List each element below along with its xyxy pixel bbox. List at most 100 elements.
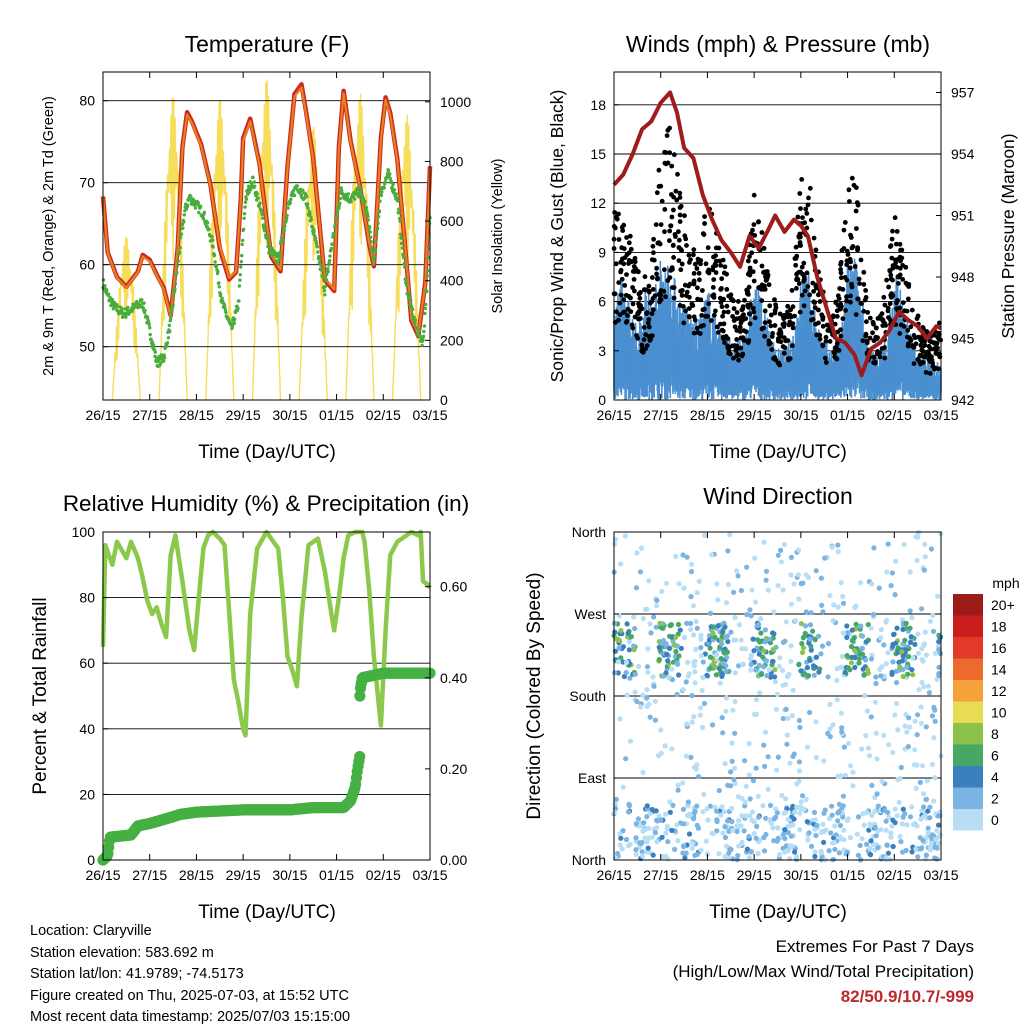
gust-point [865, 310, 871, 315]
gust-point [849, 175, 855, 181]
gust-point [800, 215, 805, 221]
wind-direction-point [723, 635, 729, 641]
dewpoint-point [148, 332, 152, 337]
wind-direction-point [682, 635, 688, 641]
gust-point [896, 281, 901, 286]
wind-direction-point [703, 838, 710, 844]
colorbar-swatch [953, 787, 983, 809]
dewpoint-point [322, 289, 327, 293]
solar-insolation-series [111, 79, 422, 401]
gust-point [814, 332, 820, 338]
wind-direction-point [923, 652, 930, 658]
gust-point [702, 221, 707, 226]
dewpoint-point [365, 212, 370, 216]
wind-direction-point [748, 613, 754, 619]
gust-point [897, 331, 903, 336]
x-tick-label: 27/15 [643, 407, 678, 423]
wind-direction-point [866, 827, 872, 833]
gust-point [740, 335, 746, 340]
wind-direction-point [879, 778, 885, 784]
dewpoint-point [325, 272, 329, 277]
dewpoint-point [366, 214, 370, 219]
gust-point [812, 300, 818, 305]
wind-direction-point [878, 635, 884, 641]
wind-direction-point [778, 547, 784, 554]
dewpoint-point [426, 246, 431, 250]
gust-point [794, 286, 799, 291]
wind-direction-point [897, 833, 903, 840]
wind-direction-point [893, 680, 900, 686]
x-tick-label: 01/15 [319, 407, 354, 423]
y-tick-label: 6 [598, 294, 606, 310]
wind-direction-point [694, 625, 700, 631]
wind-direction-point [818, 848, 824, 854]
wind-direction-point [631, 614, 637, 620]
gust-point [804, 211, 810, 216]
wind-direction-point [825, 674, 831, 680]
wind-direction-point [633, 847, 639, 853]
winds-ylabel: Sonic/Prop Wind & Gust (Blue, Black) [547, 90, 567, 383]
wind-direction-point [894, 700, 900, 707]
wind-direction-point [713, 672, 720, 678]
wind-direction-point [683, 753, 690, 759]
wind-direction-point [720, 629, 726, 635]
gust-point [752, 315, 758, 321]
wind-direction-point [850, 769, 856, 775]
x-tick-label: 28/15 [690, 867, 725, 883]
wind-direction-point [878, 673, 884, 679]
gust-point [683, 308, 688, 314]
wind-direction-point [867, 821, 873, 828]
wind-direction-point [644, 695, 650, 701]
dewpoint-point [425, 289, 429, 294]
gust-point [932, 346, 937, 352]
gust-point [671, 295, 677, 301]
wind-direction-point [785, 830, 792, 836]
gust-point [614, 216, 620, 222]
gust-point [879, 311, 885, 316]
gust-point [698, 323, 704, 329]
gust-point [927, 371, 933, 376]
wind-direction-point [844, 849, 851, 855]
gust-point [684, 243, 689, 248]
wind-direction-point [615, 670, 621, 676]
dewpoint-point [255, 192, 259, 196]
wind-direction-point [763, 577, 769, 583]
wind-direction-point [845, 630, 851, 636]
gust-point [762, 308, 768, 314]
gust-point [724, 287, 730, 292]
gust-point [836, 348, 842, 353]
gust-point [665, 278, 671, 283]
wind-direction-point [830, 840, 836, 846]
wind-direction-point [789, 843, 795, 849]
wind-direction-point [702, 651, 708, 657]
dewpoint-point [219, 292, 223, 297]
gust-point [835, 293, 841, 299]
wind-direction-point [674, 660, 680, 666]
gust-point [671, 255, 676, 260]
gust-point [806, 195, 811, 201]
wind-direction-point [620, 784, 626, 790]
wind-direction-point [910, 672, 916, 678]
gust-point [761, 245, 767, 251]
wind-direction-point [915, 631, 921, 637]
gust-point [801, 278, 806, 284]
wind-direction-point [761, 664, 767, 670]
wind-direction-point [744, 564, 750, 570]
wind-direction-point [842, 772, 849, 778]
dewpoint-point [306, 206, 310, 210]
gust-point [690, 303, 696, 308]
dewpoint-point [217, 281, 221, 285]
wind-direction-point [931, 798, 937, 804]
wind-direction-point [884, 842, 890, 848]
wind-direction-point [644, 814, 650, 820]
wind-direction-point [662, 743, 668, 749]
dewpoint-point [375, 232, 379, 236]
dewpoint-point [406, 291, 411, 295]
wind-direction-point [784, 741, 790, 747]
gust-point [636, 309, 642, 315]
wind-direction-point [803, 572, 809, 578]
wind-direction-point [799, 793, 806, 799]
dewpoint-point [376, 221, 380, 225]
dewpoint-point [413, 321, 417, 326]
gust-point [848, 232, 853, 238]
